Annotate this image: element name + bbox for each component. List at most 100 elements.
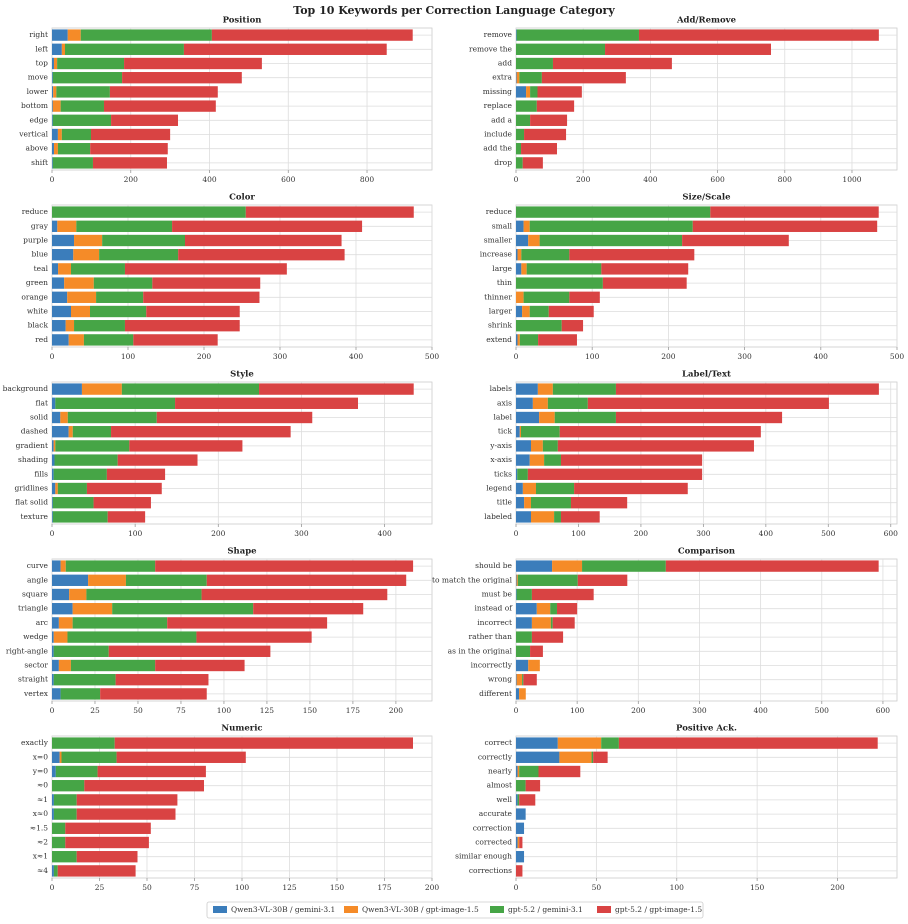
bar-segment [516,411,540,424]
bar-segment [53,794,77,806]
bar-segment [76,794,178,806]
bar-segment [52,234,75,247]
y-tick-label: extra [492,73,512,82]
bar-segment [532,397,548,409]
bar-segment [259,383,414,395]
bar-segment [52,383,82,395]
y-tick-label: curve [27,561,49,570]
x-tick-label: 200 [661,352,676,361]
bar-segment [516,454,530,466]
bar-segment [52,72,53,84]
y-tick-label: as in the original [448,646,513,655]
bar-segment [57,482,87,495]
bar-segment [124,320,240,332]
bar-segment [544,454,561,466]
y-tick-label: x≈0 [33,809,49,818]
bar-segment [52,100,53,112]
bar-segment [570,497,628,509]
y-tick-label: remove [484,30,513,39]
y-tick-label: red [35,335,48,344]
x-tick-label: 0 [514,529,519,538]
bar-segment [530,86,538,98]
bar-segment [52,206,246,218]
legend-label: gpt-5.2 / gemini-3.1 [508,905,583,914]
bar-segment [65,836,149,849]
bar-segment [56,86,110,98]
bar-segment [53,645,109,657]
bar-segment [100,688,207,700]
bar-segment [516,143,522,155]
bar-segment [710,206,879,218]
y-tick-label: correct [484,738,512,747]
bar-segment [601,737,619,749]
y-tick-label: flat [36,398,49,407]
bar-segment [196,631,312,643]
bar-segment [516,603,537,615]
x-tick-label: 100 [121,352,136,361]
legend-swatch [344,906,358,913]
y-tick-label: above [26,144,49,153]
y-tick-label: include [484,130,512,139]
bar-segment [541,72,626,84]
y-tick-label: texture [20,512,48,521]
bar-segment [245,206,414,218]
bar-segment [74,320,125,332]
bar-segment [124,57,262,70]
y-tick-label: gridlines [14,484,48,493]
bar-segment [201,588,388,601]
bar-segment [529,454,545,466]
panel-title: Numeric [221,724,262,734]
x-tick-label: 300 [737,352,752,361]
bar-segment [175,397,358,409]
panel-title: Style [230,370,254,380]
bar-segment [133,334,218,346]
y-tick-label: rather than [469,632,513,641]
x-tick-label: 100 [585,352,600,361]
bar-segment [52,482,56,495]
bar-segment [516,277,603,289]
bar-segment [52,305,71,318]
bar-segment [64,43,184,55]
bar-segment [81,383,122,395]
bar-segment [516,836,518,849]
bar-segment [516,851,525,863]
bar-segment [117,454,198,466]
bar-segment [52,114,53,126]
y-tick-label: wedge [23,632,48,641]
y-tick-label: reduce [486,207,513,216]
panel-title: Add/Remove [676,16,737,26]
panel-title: Position [223,16,262,26]
bar-segment [516,72,517,84]
bar-segment [93,497,151,509]
bar-segment [52,511,53,523]
y-tick-label: y=0 [32,767,49,776]
bar-segment [516,560,553,572]
y-tick-label: missing [483,87,512,96]
bar-segment [52,454,55,466]
y-tick-label: right-angle [6,646,49,655]
bar-segment [542,440,558,452]
bar-segment [72,603,113,615]
y-tick-label: must be [482,590,513,599]
bar-segment [516,617,532,629]
bar-segment [83,334,134,346]
x-tick-label: 175 [346,706,361,715]
bar-segment [61,43,65,55]
y-tick-label: extend [486,335,512,344]
bar-segment [53,631,68,643]
bar-segment [52,751,60,763]
panel-title: Color [229,193,255,203]
y-tick-label: right [29,30,48,39]
bar-segment [52,334,69,346]
bar-segment [560,511,600,523]
bar-segment [52,631,54,643]
bar-segment [550,603,557,615]
bar-segment [517,334,520,346]
bar-segment [60,688,101,700]
x-tick-label: 200 [389,706,404,715]
y-tick-label: tick [498,427,513,436]
bar-segment [519,836,523,849]
y-tick-label: incorrectly [471,661,513,670]
x-tick-label: 100 [570,706,585,715]
bar-segment [535,482,575,495]
